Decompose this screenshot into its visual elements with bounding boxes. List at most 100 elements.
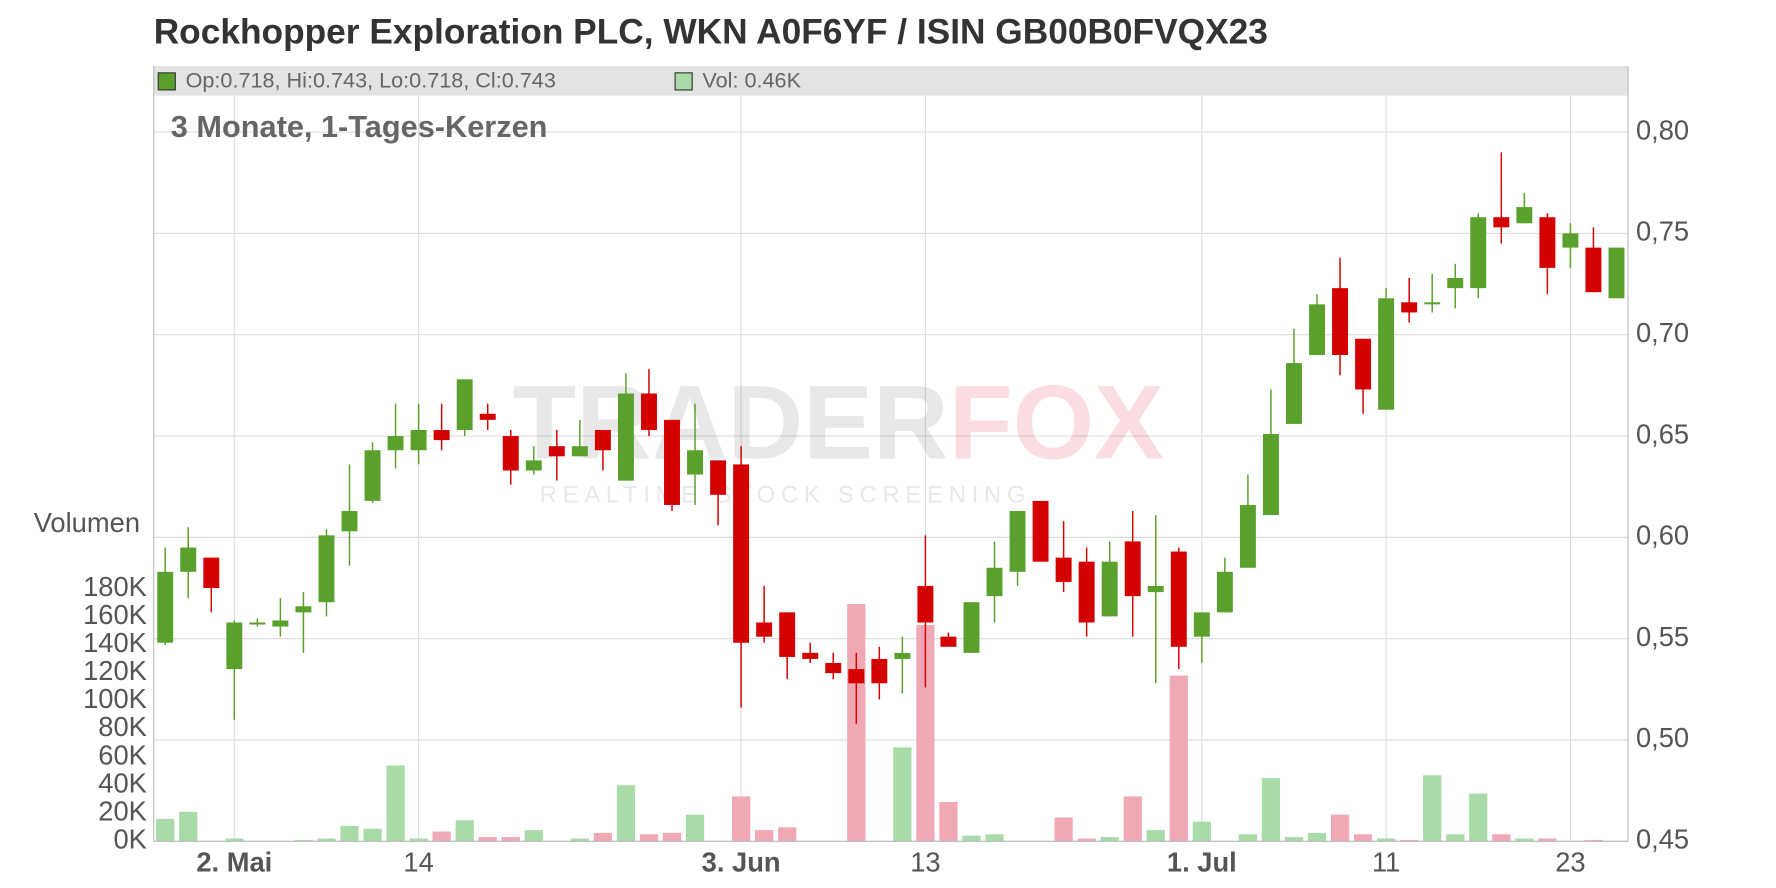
x-tick-label: 1. Jul xyxy=(1167,846,1237,877)
volume-bar xyxy=(939,802,958,842)
candle-body xyxy=(1101,561,1118,617)
candle-body xyxy=(502,436,519,471)
y2-tick-label: 80K xyxy=(98,711,147,742)
volume-bar xyxy=(455,820,474,842)
y-tick-label: 0,55 xyxy=(1636,621,1689,652)
candle-body xyxy=(1562,233,1579,248)
volume-bar xyxy=(1584,839,1603,842)
legend-bar xyxy=(153,66,1629,96)
candle-body xyxy=(894,652,911,659)
x-tick-label: 3. Jun xyxy=(702,846,781,877)
volume-bar xyxy=(1492,834,1511,842)
candle-body xyxy=(1608,247,1625,299)
volume-bar xyxy=(593,832,613,842)
y-tick-label: 0,70 xyxy=(1636,317,1689,348)
y2-tick-label: 180K xyxy=(83,571,147,602)
candle-body xyxy=(733,464,750,643)
candle-body xyxy=(1516,207,1533,224)
y2-tick-label: 100K xyxy=(83,683,147,714)
candle-body xyxy=(157,571,174,643)
y-tick-label: 0,75 xyxy=(1636,216,1689,247)
volume-bar xyxy=(1054,817,1073,842)
y2-tick-label: 0K xyxy=(113,824,146,855)
volume-bar xyxy=(1284,837,1304,842)
candle-body xyxy=(1424,302,1441,305)
candle-body xyxy=(756,622,773,637)
candle-body xyxy=(1193,612,1210,637)
chart-title: Rockhopper Exploration PLC, WKN A0F6YF /… xyxy=(154,12,1268,51)
volume-bar xyxy=(1261,778,1281,842)
candle-body xyxy=(433,429,450,441)
candle-body xyxy=(1032,500,1049,562)
volume-bar xyxy=(893,747,912,842)
x-tick-label: 13 xyxy=(910,846,940,877)
volume-bar xyxy=(409,838,428,842)
candle-body xyxy=(1055,557,1072,582)
volume-bar xyxy=(1169,675,1188,842)
volume-bar xyxy=(1400,839,1419,842)
candle-body xyxy=(1493,217,1510,228)
y2-tick-label: 40K xyxy=(98,767,147,798)
candle-body xyxy=(1309,304,1325,356)
volume-bar xyxy=(662,832,682,842)
volume-bar xyxy=(962,835,981,842)
volume-bar xyxy=(1353,834,1373,842)
legend-swatch xyxy=(157,72,176,91)
y2-tick-label: 120K xyxy=(83,655,147,686)
watermark-tagline: REALTIME STOCK SCREENING xyxy=(540,482,1032,509)
candle-body xyxy=(1470,217,1487,289)
volume-bar xyxy=(755,830,774,842)
x-tick-label: 11 xyxy=(1372,846,1400,877)
y-tick-label: 0,50 xyxy=(1636,722,1689,753)
volume-bar xyxy=(432,831,451,842)
y-tick-label: 0,65 xyxy=(1636,418,1689,449)
candle-body xyxy=(1401,302,1418,313)
volume-bar xyxy=(732,796,751,842)
candle-body xyxy=(848,669,865,684)
candle-body xyxy=(1216,571,1233,613)
subtitle: 3 Monate, 1-Tages-Kerzen xyxy=(171,109,548,144)
volume-bar xyxy=(570,838,589,842)
candle-body xyxy=(1286,363,1302,424)
candle-body xyxy=(1447,278,1464,289)
volume-bar xyxy=(1330,814,1350,842)
volume-bar xyxy=(179,811,198,842)
volume-bar xyxy=(1538,838,1557,842)
volume-bar xyxy=(156,818,175,842)
candle-body xyxy=(1009,511,1026,572)
volume-bar xyxy=(1123,796,1142,842)
y-tick-label: 0,45 xyxy=(1636,824,1689,855)
x-tick-label: 14 xyxy=(403,846,433,877)
volume-axis-label: Volumen xyxy=(34,507,140,538)
volume-bar xyxy=(1238,834,1258,842)
candle-body xyxy=(1078,561,1095,623)
candle-body xyxy=(1124,541,1141,597)
volume-bar xyxy=(616,785,636,842)
volume-bar xyxy=(1377,838,1396,842)
candle-body xyxy=(180,547,197,572)
x-tick-label: 23 xyxy=(1555,846,1585,877)
volume-bar xyxy=(478,837,497,842)
watermark-brand: TRADERFOX xyxy=(512,364,1164,481)
candle-body xyxy=(1239,504,1256,568)
candle-body xyxy=(940,636,957,647)
candle-body xyxy=(272,620,289,627)
volume-bar xyxy=(501,837,520,842)
candle-body xyxy=(479,413,496,420)
volume-bar xyxy=(225,838,244,842)
volume-bar xyxy=(685,814,705,842)
candle-body xyxy=(525,460,542,471)
candle-body xyxy=(410,429,427,451)
candle-body xyxy=(617,393,634,481)
candle-body xyxy=(1585,247,1602,293)
volume-bar xyxy=(386,765,405,842)
candle-body xyxy=(779,612,796,657)
candle-body xyxy=(917,586,934,623)
volume-bar xyxy=(1077,838,1096,842)
candle-body xyxy=(1332,288,1349,356)
candle-body xyxy=(1170,551,1187,647)
candle-body xyxy=(456,379,473,430)
candle-body xyxy=(318,535,335,603)
volume-bar xyxy=(1469,793,1488,842)
